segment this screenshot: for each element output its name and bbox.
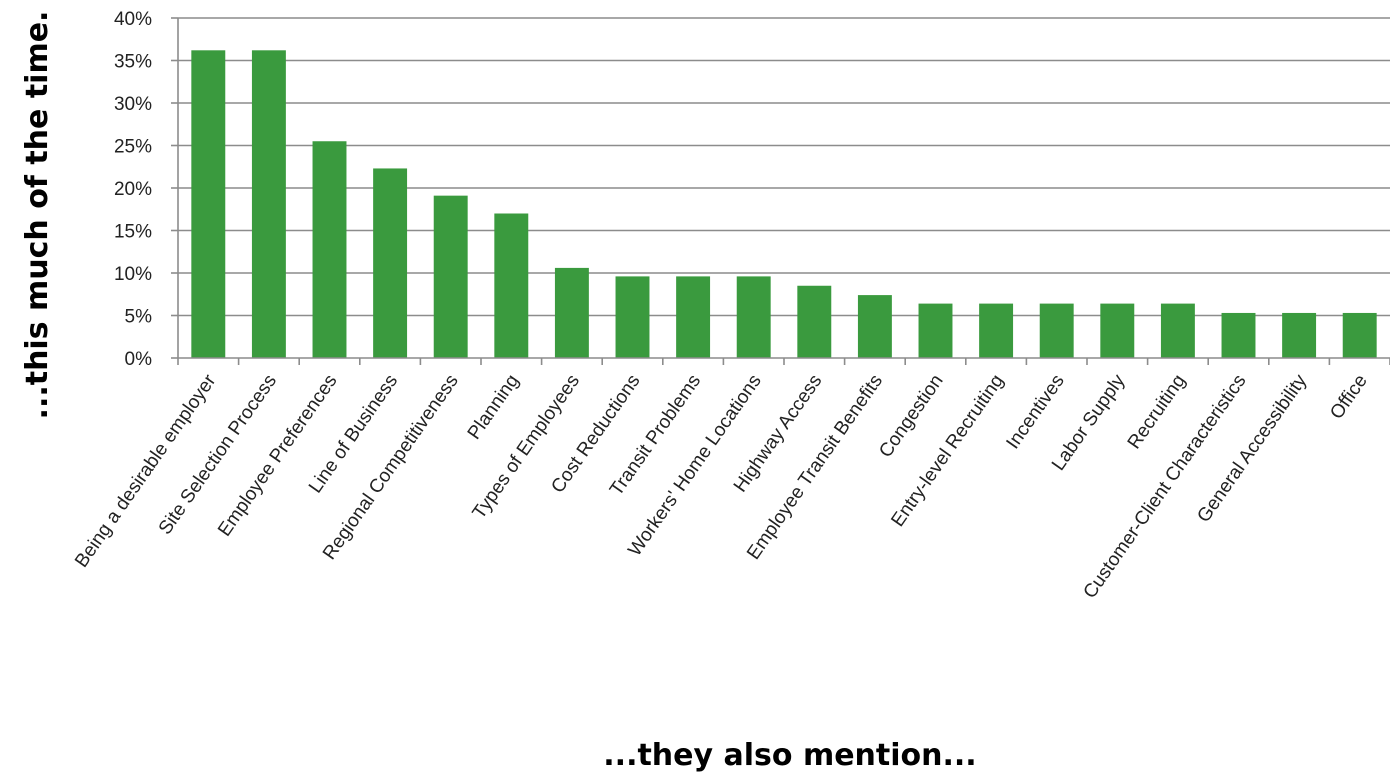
bar bbox=[1282, 312, 1317, 358]
category-label: Employee Preferences bbox=[214, 371, 341, 541]
y-tick-label: 30% bbox=[114, 94, 152, 115]
bar bbox=[554, 267, 589, 358]
y-axis-title: ...this much of the time. bbox=[20, 11, 55, 420]
category-label: Office bbox=[1326, 371, 1371, 423]
bar bbox=[312, 141, 347, 358]
bar bbox=[373, 168, 408, 358]
bar bbox=[797, 285, 832, 358]
bar bbox=[494, 213, 529, 358]
y-tick-label: 20% bbox=[114, 179, 152, 200]
y-tick-label: 0% bbox=[125, 349, 153, 370]
category-label: Recruiting bbox=[1124, 371, 1190, 453]
y-tick-label: 25% bbox=[114, 137, 152, 158]
axes bbox=[177, 18, 1390, 365]
bar bbox=[251, 50, 286, 359]
bar bbox=[615, 276, 650, 358]
y-tick-label: 10% bbox=[114, 264, 152, 285]
y-tick-label: 15% bbox=[114, 222, 152, 243]
category-label: Incentives bbox=[1003, 371, 1069, 453]
bar bbox=[676, 276, 711, 358]
bar bbox=[918, 303, 953, 358]
bar bbox=[1100, 303, 1135, 358]
bar bbox=[1221, 312, 1256, 358]
bar bbox=[433, 195, 468, 358]
category-label: General Accessibility bbox=[1193, 370, 1311, 526]
y-tick-label: 35% bbox=[114, 52, 152, 73]
category-label: Entry-level Recruiting bbox=[887, 371, 1008, 531]
category-label: Types of Employees bbox=[469, 371, 584, 523]
bar bbox=[1342, 312, 1377, 358]
category-label: Planning bbox=[464, 371, 524, 444]
bar bbox=[191, 50, 226, 359]
bar bbox=[857, 295, 892, 358]
bars bbox=[191, 50, 1377, 359]
bar bbox=[736, 276, 771, 358]
y-axis-tick-labels: 0% 5% 10% 15% 20% 25% 30% 35% 40% bbox=[114, 9, 152, 370]
category-label: Site Selection Process bbox=[155, 371, 281, 539]
bar bbox=[979, 303, 1014, 358]
y-tick-label: 40% bbox=[114, 9, 152, 30]
y-tick-label: 5% bbox=[125, 307, 153, 328]
gridlines bbox=[171, 17, 1390, 359]
x-axis-title: ...they also mention... bbox=[603, 738, 976, 772]
bar bbox=[1160, 303, 1195, 358]
bar bbox=[1039, 303, 1074, 358]
